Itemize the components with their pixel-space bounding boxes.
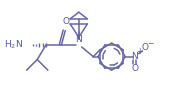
Text: N: N xyxy=(131,52,138,61)
Text: +: + xyxy=(137,47,143,56)
Text: O: O xyxy=(131,64,138,73)
Text: N: N xyxy=(75,35,82,44)
Text: O: O xyxy=(142,43,149,52)
Text: O: O xyxy=(63,17,70,26)
Text: −: − xyxy=(147,40,153,49)
Text: H$_2$N: H$_2$N xyxy=(4,39,23,51)
